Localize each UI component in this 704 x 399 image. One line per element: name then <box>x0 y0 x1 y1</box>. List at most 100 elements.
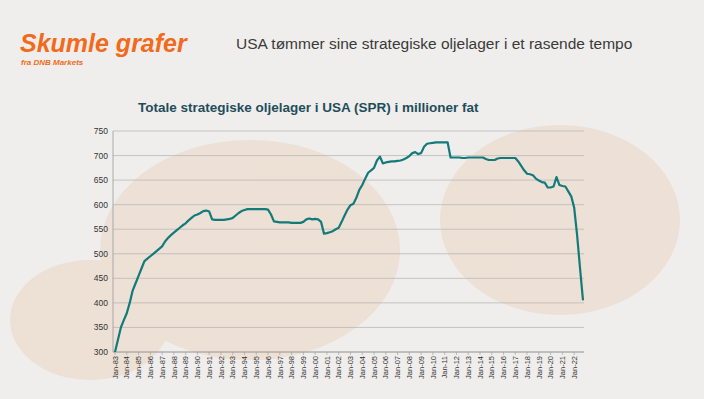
y-tick-label: 300 <box>94 347 108 357</box>
data-layer <box>115 142 583 352</box>
chart-svg: Skumle graferfra DNB MarketsUSA tømmer s… <box>0 0 704 399</box>
x-tick-label: Jan-83 <box>111 356 120 379</box>
x-tick <box>232 352 233 355</box>
x-tick-label: Jan-99 <box>299 356 308 379</box>
x-tick <box>350 352 351 355</box>
x-tick-label: Jan-03 <box>346 356 355 379</box>
grid-line <box>113 229 584 230</box>
x-tick <box>209 352 210 355</box>
x-tick-label: Jan-05 <box>370 356 379 379</box>
grid-line <box>113 278 584 279</box>
grid-line <box>113 204 584 205</box>
x-axis-line <box>113 352 584 353</box>
x-tick-label: Jan-91 <box>205 356 214 379</box>
grid-line <box>113 352 584 353</box>
x-tick <box>268 352 269 355</box>
pumpkin <box>440 125 680 315</box>
x-tick-label: Jan-02 <box>334 356 343 379</box>
x-tick-label: Jan-87 <box>158 356 167 379</box>
x-tick <box>538 352 539 355</box>
x-tick <box>150 352 151 355</box>
grid-line <box>113 253 584 254</box>
x-tick-label: Jan-97 <box>276 356 285 379</box>
chart-title: Totale strategiske oljelager i USA (SPR)… <box>138 100 479 115</box>
x-tick-label: Jan-06 <box>381 356 390 379</box>
x-tick-label: Jan-21 <box>558 356 567 379</box>
x-tick <box>291 352 292 355</box>
x-tick-label: Jan-84 <box>122 356 131 379</box>
x-tick <box>197 352 198 355</box>
x-tick <box>562 352 563 355</box>
x-tick <box>303 352 304 355</box>
x-tick-label: Jan-09 <box>417 356 426 379</box>
x-tick-label: Jan-85 <box>134 356 143 379</box>
spr-line <box>115 142 583 352</box>
x-tick-label: Jan-14 <box>476 356 485 379</box>
x-tick <box>362 352 363 355</box>
x-tick <box>409 352 410 355</box>
x-tick-label: Jan-12 <box>452 356 461 379</box>
x-tick-label: Jan-00 <box>311 356 320 379</box>
x-tick <box>244 352 245 355</box>
x-tick-label: Jan-96 <box>264 356 273 379</box>
grid-line <box>113 131 584 132</box>
x-tick <box>279 352 280 355</box>
x-tick <box>256 352 257 355</box>
x-tick-label: Jan-15 <box>487 356 496 379</box>
x-tick <box>315 352 316 355</box>
x-tick <box>126 352 127 355</box>
grid-line <box>113 180 584 181</box>
x-tick-label: Jan-88 <box>170 356 179 379</box>
x-tick <box>220 352 221 355</box>
x-tick <box>338 352 339 355</box>
x-tick-label: Jan-19 <box>535 356 544 379</box>
background-decoration <box>10 125 680 380</box>
x-tick <box>374 352 375 355</box>
x-tick <box>574 352 575 355</box>
x-tick <box>173 352 174 355</box>
x-tick <box>397 352 398 355</box>
x-tick <box>421 352 422 355</box>
x-tick-label: Jan-89 <box>181 356 190 379</box>
x-tick-label: Jan-17 <box>511 356 520 379</box>
x-tick <box>456 352 457 355</box>
x-tick-label: Jan-92 <box>217 356 226 379</box>
y-tick-label: 400 <box>94 298 108 308</box>
x-tick <box>515 352 516 355</box>
grid-line <box>113 155 584 156</box>
x-tick-label: Jan-11 <box>440 356 449 378</box>
x-tick-label: Jan-04 <box>358 356 367 379</box>
y-tick-label: 500 <box>94 249 108 259</box>
x-tick-label: Jan-86 <box>146 356 155 379</box>
x-tick-label: Jan-13 <box>464 356 473 379</box>
x-tick-label: Jan-22 <box>570 356 579 379</box>
x-tick <box>185 352 186 355</box>
grid-line <box>113 302 584 303</box>
x-tick <box>479 352 480 355</box>
y-tick-label: 700 <box>94 151 108 161</box>
page: Skumle graferfra DNB MarketsUSA tømmer s… <box>0 0 704 399</box>
source: fra DNB Markets <box>21 58 84 67</box>
brand-title: Skumle grafer <box>20 29 188 57</box>
x-tick <box>138 352 139 355</box>
x-tick <box>162 352 163 355</box>
x-tick-label: Jan-20 <box>546 356 555 379</box>
grid-line <box>113 327 584 328</box>
x-tick-label: Jan-95 <box>252 356 261 379</box>
x-tick-label: Jan-90 <box>193 356 202 379</box>
x-tick-label: Jan-93 <box>228 356 237 379</box>
grid <box>113 131 584 352</box>
y-tick-label: 600 <box>94 200 108 210</box>
x-tick <box>385 352 386 355</box>
y-tick-label: 350 <box>94 322 108 332</box>
x-tick <box>326 352 327 355</box>
x-tick-label: Jan-01 <box>323 356 332 379</box>
x-tick <box>432 352 433 355</box>
x-tick-label: Jan-07 <box>393 356 402 379</box>
x-tick <box>115 352 116 355</box>
x-tick-label: Jan-18 <box>523 356 532 379</box>
x-tick <box>491 352 492 355</box>
x-tick <box>444 352 445 355</box>
y-tick-label: 550 <box>94 224 108 234</box>
x-tick-label: Jan-94 <box>240 356 249 379</box>
